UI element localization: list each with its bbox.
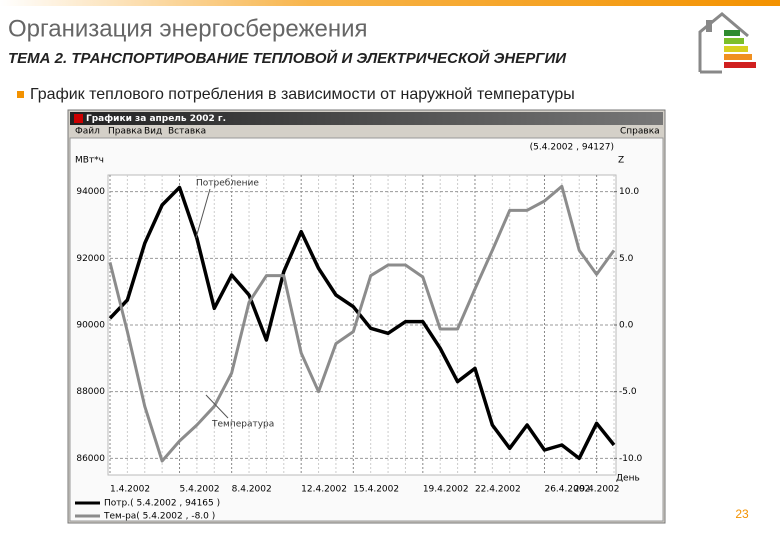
y-tick-label: 90000 [76, 321, 105, 331]
y-tick-label: 86000 [76, 454, 105, 464]
cursor-readout: (5.4.2002 , 94127) [530, 143, 614, 153]
slide-title: Организация энергосбережения [8, 15, 368, 42]
top-bar [0, 0, 780, 6]
x-tick-label: 1.4.2002 [110, 485, 150, 495]
y-axis-label: МВт*ч [75, 156, 104, 166]
y2-axis-label: Z [618, 156, 624, 166]
window-title: Графики за апрель 2002 г. [86, 114, 226, 124]
x-axis-label: День [616, 474, 640, 484]
x-tick-label: 5.4.2002 [180, 485, 220, 495]
x-tick-label: 19.4.2002 [423, 485, 469, 495]
house-icon [698, 12, 756, 74]
chart: 1.4.2002 5.4.2002 8.4.2002 12.4.2002 15.4.20… [75, 143, 643, 522]
y-tick-label: 94000 [76, 187, 105, 197]
annotation: Потребление [196, 179, 259, 189]
legend-label: Тем-ра( 5.4.2002 , -8.0 ) [103, 512, 215, 522]
slide-subtitle: ТЕМА 2. ТРАНСПОРТИРОВАНИЕ ТЕПЛОВОЙ И ЭЛЕ… [8, 49, 567, 67]
x-tick-label: 12.4.2002 [301, 485, 347, 495]
y2-tick-label: -10.0 [619, 454, 643, 464]
x-tick-label: 15.4.2002 [353, 485, 399, 495]
y2-tick-label: 0.0 [619, 321, 634, 331]
menu-item[interactable]: Вставка [168, 127, 206, 137]
menu-item[interactable]: Правка [108, 127, 142, 137]
annotation-leader [195, 188, 211, 239]
series-line [108, 184, 616, 463]
x-tick-label: 26.4.2002 [544, 485, 590, 495]
x-tick-label: 29.4.2002 [574, 485, 620, 495]
y-tick-label: 88000 [76, 387, 105, 397]
legend-label: Потр.( 5.4.2002 , 94165 ) [104, 499, 220, 509]
menu-item[interactable]: Вид [144, 127, 162, 137]
annotation-leader [205, 394, 229, 419]
y2-tick-label: 10.0 [619, 187, 639, 197]
x-tick-label: 22.4.2002 [475, 485, 521, 495]
y-tick-label: 92000 [76, 254, 105, 264]
x-tick-label: 8.4.2002 [232, 485, 272, 495]
menu-item[interactable]: Файл [75, 127, 100, 137]
page-number: 23 [735, 507, 749, 521]
menu-item[interactable]: Справка [620, 127, 660, 137]
annotation: Температура [211, 420, 274, 430]
y2-tick-label: 5.0 [619, 254, 634, 264]
y2-tick-label: -5.0 [619, 387, 637, 397]
bullet-text: График теплового потребления в зависимос… [30, 86, 575, 103]
bullet-marker [17, 91, 24, 98]
series-line [108, 185, 616, 461]
